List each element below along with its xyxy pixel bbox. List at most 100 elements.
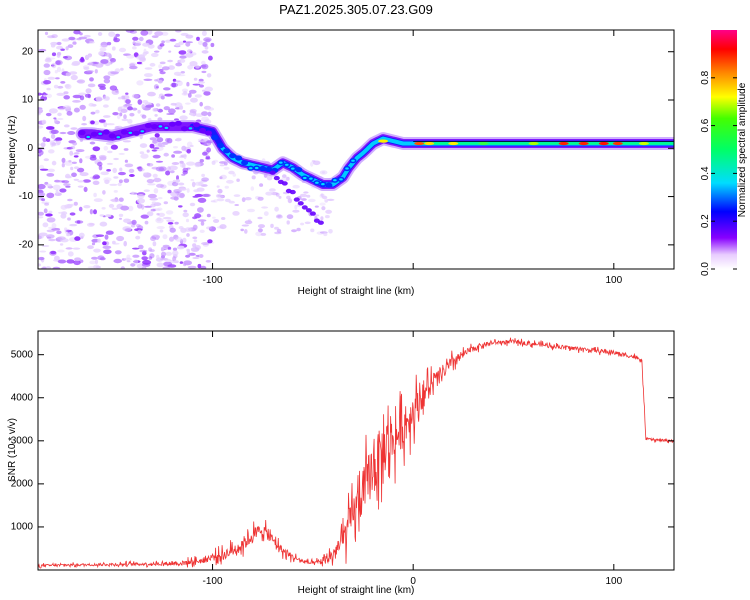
spectrogram-speckle-blob (63, 91, 69, 95)
spectrogram-speckle-blob (92, 175, 96, 180)
spectrogram-speckle-blob (175, 179, 180, 184)
spectrogram-speckle-blob (48, 238, 56, 242)
spectrogram-speckle-blob (104, 179, 110, 185)
spectrogram-speckle-blob (130, 224, 136, 228)
spectrogram-speckle-blob (38, 183, 46, 190)
spectrogram-speckle-blob (185, 41, 191, 47)
spectrogram-speckle-blob (274, 231, 282, 235)
spectrogram-speckle-blob (144, 73, 153, 78)
spectrogram-speckle-blob (310, 161, 314, 167)
spectrogram-speckle-blob (104, 214, 112, 218)
ridge-blob (241, 160, 249, 166)
spectrogram-speckle-blob (89, 156, 97, 161)
ridge-blob-core (285, 163, 289, 166)
spectrogram-speckle-blob (158, 212, 166, 217)
y-tick-label: -10 (19, 191, 34, 202)
spectrogram-speckle-blob (176, 245, 185, 250)
spectrogram-speckle-blob (208, 226, 216, 232)
spectrogram-speckle-blob (100, 171, 109, 176)
spectrogram-speckle-blob (241, 224, 249, 227)
spectrogram-speckle-blob (60, 204, 68, 210)
ridge-blob (325, 182, 333, 188)
spectrogram-speckle-blob (234, 204, 239, 206)
spectrogram-speckle-blob (86, 41, 90, 44)
spectrogram-speckle-blob (314, 205, 319, 208)
spectrogram-speckle-blob (88, 222, 95, 226)
spectrogram-speckle-blob (126, 54, 135, 59)
spectrogram-speckle-blob (45, 266, 52, 269)
spectrogram-speckle-blob (173, 150, 183, 154)
spectrogram-speckle-blob (167, 166, 171, 172)
spectrogram-speckle-blob (175, 30, 182, 33)
spectrogram-speckle-blob (228, 170, 235, 175)
spectrogram-speckle-blob (181, 173, 186, 176)
spectrogram-speckle-blob (41, 245, 50, 247)
spectrogram-speckle-blob (294, 204, 298, 210)
spectrogram-speckle-blob (79, 104, 86, 110)
ridge-branch-blob (293, 197, 300, 202)
spectrogram-speckle-blob (172, 250, 179, 256)
spectrogram-speckle-blob (206, 213, 211, 218)
spectrogram-speckle-blob (113, 176, 119, 179)
ridge-blob-core (321, 183, 325, 186)
spectrogram-speckle-blob (75, 149, 85, 153)
spectrogram-speckle-blob (153, 188, 159, 194)
spectrogram-speckle-blob (178, 187, 187, 191)
spectrogram-speckle-blob (320, 216, 324, 221)
spectrogram-speckle-blob (132, 41, 136, 45)
spectrogram-speckle-blob (106, 169, 111, 172)
spectrogram-speckle-blob (90, 111, 96, 115)
spectrogram-speckle-blob (78, 206, 83, 212)
spectrogram-speckle-blob (103, 145, 109, 151)
spectrogram-speckle-blob (175, 137, 182, 142)
spectrogram-speckle-blob (124, 159, 128, 163)
spectrogram-speckle-blob (91, 242, 96, 246)
spectrogram-speckle-blob (73, 155, 79, 158)
spectrogram-speckle-blob (165, 170, 171, 176)
spectrogram-speckle-blob (168, 50, 172, 53)
spectrogram-speckle-blob (198, 78, 204, 82)
spectrogram-speckle-blob (179, 58, 186, 63)
ridge-blob (102, 129, 110, 135)
spectrogram-speckle-blob (201, 242, 210, 245)
spectrogram-speckle-blob (179, 55, 187, 59)
colorbar-tick-label: 0.8 (700, 70, 711, 84)
spectrogram-speckle-blob (65, 185, 71, 188)
spectrogram-speckle-blob (201, 177, 210, 182)
ridge-hotspot (414, 141, 425, 146)
spectrogram-speckle-blob (241, 197, 246, 203)
spectrogram-speckle-blob (79, 172, 89, 177)
spectrogram-speckle-blob (210, 200, 216, 203)
spectrogram-speckle-blob (219, 164, 225, 167)
ridge-blob-core (248, 167, 253, 170)
spectrogram-speckle-blob (163, 106, 170, 111)
spectrogram-speckle-blob (95, 234, 105, 237)
spectrogram-speckle-blob (51, 142, 56, 147)
spectrogram-speckle-blob (146, 163, 154, 167)
spectrogram-speckle-blob (123, 218, 131, 223)
spectrogram-speckle-blob (125, 99, 131, 104)
spectrogram-speckle-blob (46, 93, 52, 98)
spectrogram-speckle-blob (38, 256, 45, 261)
spectrogram-speckle-blob (197, 263, 202, 269)
ridge-blob (108, 133, 116, 139)
spectrogram-speckle-blob (48, 149, 55, 154)
spectrogram-speckle-blob (118, 171, 126, 176)
spectrogram-speckle-blob (169, 227, 176, 233)
spectrogram-speckle-blob (165, 210, 174, 215)
spectrogram-speckle-blob (103, 75, 111, 80)
snr-frame (37, 330, 675, 571)
spectrogram-speckle-blob (123, 240, 127, 247)
spectrogram-speckle-blob (278, 195, 282, 199)
spectrogram-speckle-blob (157, 117, 163, 121)
spectrogram-speckle-blob (46, 217, 56, 223)
spectrogram-speckle-blob (91, 238, 100, 243)
spectrogram-speckle-blob (308, 198, 316, 203)
spectrogram-speckle-blob (167, 264, 177, 268)
spectrogram-speckle-blob (323, 232, 328, 237)
spectrogram-speckle-blob (167, 246, 172, 250)
spectrogram-speckle-blob (93, 248, 101, 253)
spectrogram-speckle-blob (65, 175, 72, 179)
spectrogram-speckle-blob (208, 55, 213, 61)
spectrogram-speckle-blob (105, 230, 114, 235)
